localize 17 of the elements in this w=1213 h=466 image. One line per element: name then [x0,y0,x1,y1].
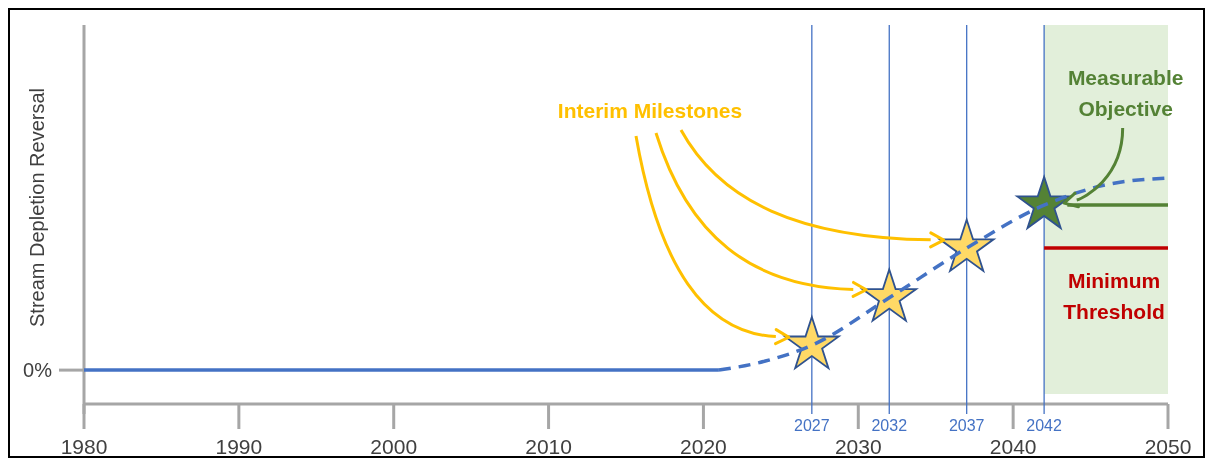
ref-line-label: 2042 [1026,417,1063,434]
x-tick-label: 1980 [60,435,108,458]
x-tick-label: 1990 [215,435,263,458]
x-tick-label: 2030 [834,435,882,458]
x-tick-label: 2010 [525,435,572,458]
ref-line-label: 2037 [948,417,985,434]
series-label: Minimum Threshold [1063,269,1165,324]
text: Measurable Objective [1067,66,1184,121]
y-axis-title: Stream Depletion Reversal [26,88,48,327]
annotation: 0% [23,359,53,382]
ref-line-label: 2032 [871,417,908,434]
x-tick-label: 2040 [989,435,1037,458]
x-tick-label: 2000 [370,435,418,458]
text: Interim Milestones [557,99,743,122]
x-tick-label: 2050 [1144,435,1192,458]
ref-line-label: 2027 [794,417,830,434]
x-tick-label: 2020 [680,435,727,458]
